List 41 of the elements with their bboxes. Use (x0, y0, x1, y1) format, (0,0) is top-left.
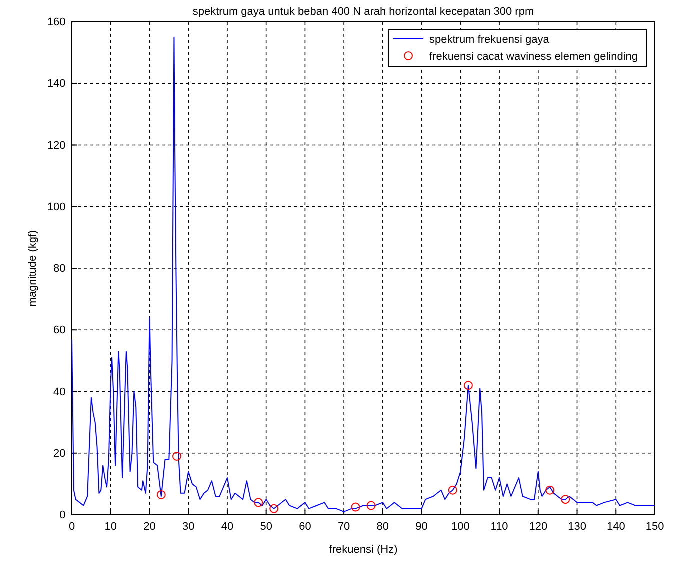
x-tick-label: 30 (182, 521, 195, 534)
x-tick-label: 130 (568, 521, 586, 534)
x-axis-title: frekuensi (Hz) (329, 544, 398, 556)
y-tick-label: 0 (60, 510, 66, 522)
legend-label: frekuensi cacat waviness elemen gelinding (429, 51, 638, 63)
x-tick-label: 70 (338, 521, 350, 534)
y-tick-label: 160 (47, 16, 66, 29)
point (448, 486, 458, 495)
x-tick-label: 90 (416, 521, 428, 534)
point (351, 502, 360, 512)
y-tick-label: 20 (53, 448, 66, 460)
x-tick-label: 40 (221, 521, 234, 534)
chart-title: spektrum gaya untuk beban 400 N arah horizontal kecepatan 300 rpm (192, 6, 534, 18)
y-tick-label: 60 (53, 324, 66, 337)
x-tick-label: 50 (260, 521, 272, 534)
y-tick-label: 120 (47, 140, 66, 152)
point (366, 501, 376, 510)
x-tick-label: 20 (144, 521, 156, 534)
y-tick-label: 80 (53, 263, 66, 276)
point (561, 495, 570, 504)
x-tick-label: 140 (606, 521, 626, 534)
x-tick-label: 80 (376, 521, 390, 534)
y-tick-label: 140 (47, 78, 66, 90)
y-tick-label: 40 (53, 386, 66, 398)
x-tick-label: 0 (68, 521, 76, 534)
point (270, 504, 279, 514)
point (156, 490, 166, 500)
y-axis-title: magnitude (kgf) (27, 230, 39, 307)
x-tick-label: 150 (646, 521, 664, 534)
point (254, 498, 264, 508)
point (464, 381, 473, 390)
x-tick-label: 10 (104, 521, 117, 534)
line-series (72, 36, 656, 512)
legend-label: spektrum frekuensi gaya (429, 34, 550, 46)
point (546, 486, 555, 495)
point (172, 452, 182, 461)
x-tick-label: 120 (529, 521, 548, 534)
y-tick-label: 100 (47, 201, 66, 214)
x-tick-label: 60 (299, 521, 312, 534)
x-tick-label: 110 (490, 521, 508, 534)
x-tick-label: 100 (451, 521, 470, 534)
